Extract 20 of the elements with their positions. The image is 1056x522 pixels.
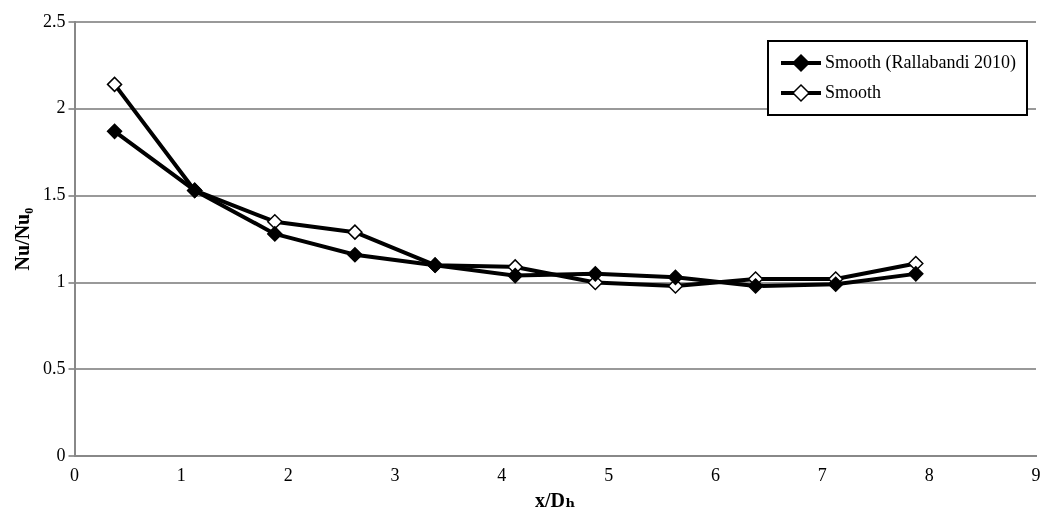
y-tick-label: 1 [56,271,66,292]
x-axis-title: x/Dₕ [535,489,576,512]
legend-label: Smooth (Rallabandi 2010) [825,52,1016,74]
x-tick-label: 5 [604,464,614,485]
x-tick-label: 9 [1031,464,1041,485]
x-tick-label: 0 [70,464,79,485]
legend-label: Smooth [825,82,882,104]
x-tick-label: 7 [817,464,827,485]
x-tick-label: 1 [176,464,186,485]
x-tick-label: 4 [497,464,507,485]
x-tick-label: 3 [390,464,400,485]
y-tick-label: 0 [56,445,66,466]
x-tick-label: 2 [283,464,293,485]
y-tick-label: 2.5 [43,10,66,31]
y-axis-title: Nu/Nu₀ [11,207,34,271]
y-tick-label: 1.5 [43,184,66,205]
x-tick-label: 8 [924,464,934,485]
y-tick-label: 0.5 [43,358,66,379]
x-tick-label: 6 [711,464,720,485]
y-tick-label: 2 [56,97,66,118]
